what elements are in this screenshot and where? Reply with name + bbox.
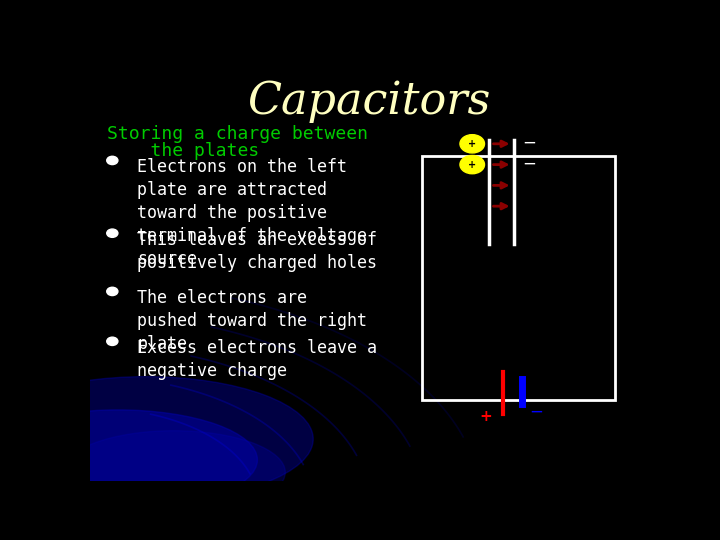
Text: +: + [468, 160, 477, 170]
Text: Excess electrons leave a
negative charge: Excess electrons leave a negative charge [138, 339, 377, 380]
Text: This leaves an excess of
positively charged holes: This leaves an excess of positively char… [138, 231, 377, 272]
Ellipse shape [0, 377, 313, 501]
Text: +: + [468, 139, 477, 149]
Circle shape [107, 229, 118, 238]
Text: +: + [480, 409, 492, 424]
Circle shape [460, 156, 485, 174]
Text: −: − [523, 134, 536, 152]
Text: −: − [523, 155, 536, 173]
Circle shape [107, 337, 118, 346]
Text: Storing a charge between: Storing a charge between [107, 125, 368, 143]
Circle shape [460, 134, 485, 153]
Circle shape [107, 287, 118, 295]
Text: the plates: the plates [107, 141, 259, 160]
Text: Electrons on the left
plate are attracted
toward the positive
terminal of the vo: Electrons on the left plate are attracte… [138, 158, 367, 268]
Text: Capacitors: Capacitors [247, 79, 491, 123]
Text: −: − [529, 403, 544, 421]
Ellipse shape [62, 431, 285, 514]
Bar [422, 156, 615, 400]
Text: The electrons are
pushed toward the right
plate: The electrons are pushed toward the righ… [138, 289, 367, 353]
Ellipse shape [0, 410, 258, 510]
Circle shape [107, 156, 118, 165]
